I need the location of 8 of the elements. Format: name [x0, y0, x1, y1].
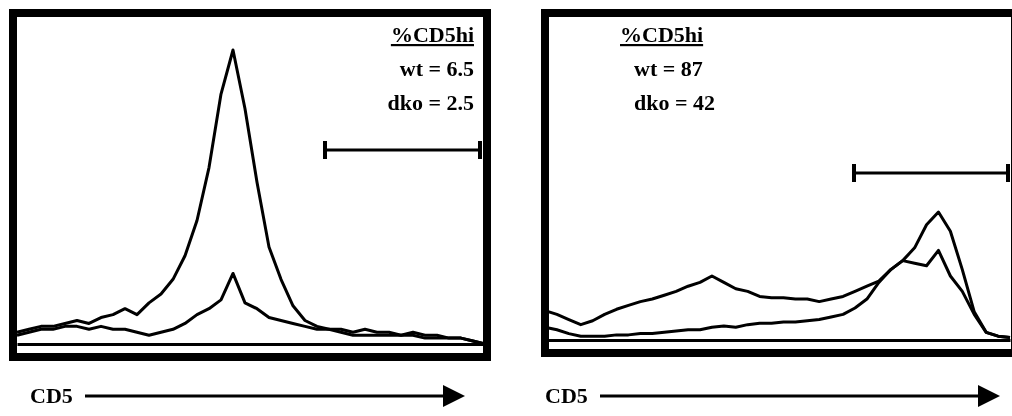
text: %CD5hi [390, 22, 474, 47]
text: wt = 87 [634, 56, 703, 81]
annotation: wt = 6.5 [399, 56, 474, 81]
x-axis-title: CD5 [30, 383, 73, 408]
annotation: dko = 2.5 [387, 90, 474, 115]
x-axis-title: CD5 [545, 383, 588, 408]
text: %CD5hi [620, 22, 704, 47]
text: dko = 42 [634, 90, 716, 115]
